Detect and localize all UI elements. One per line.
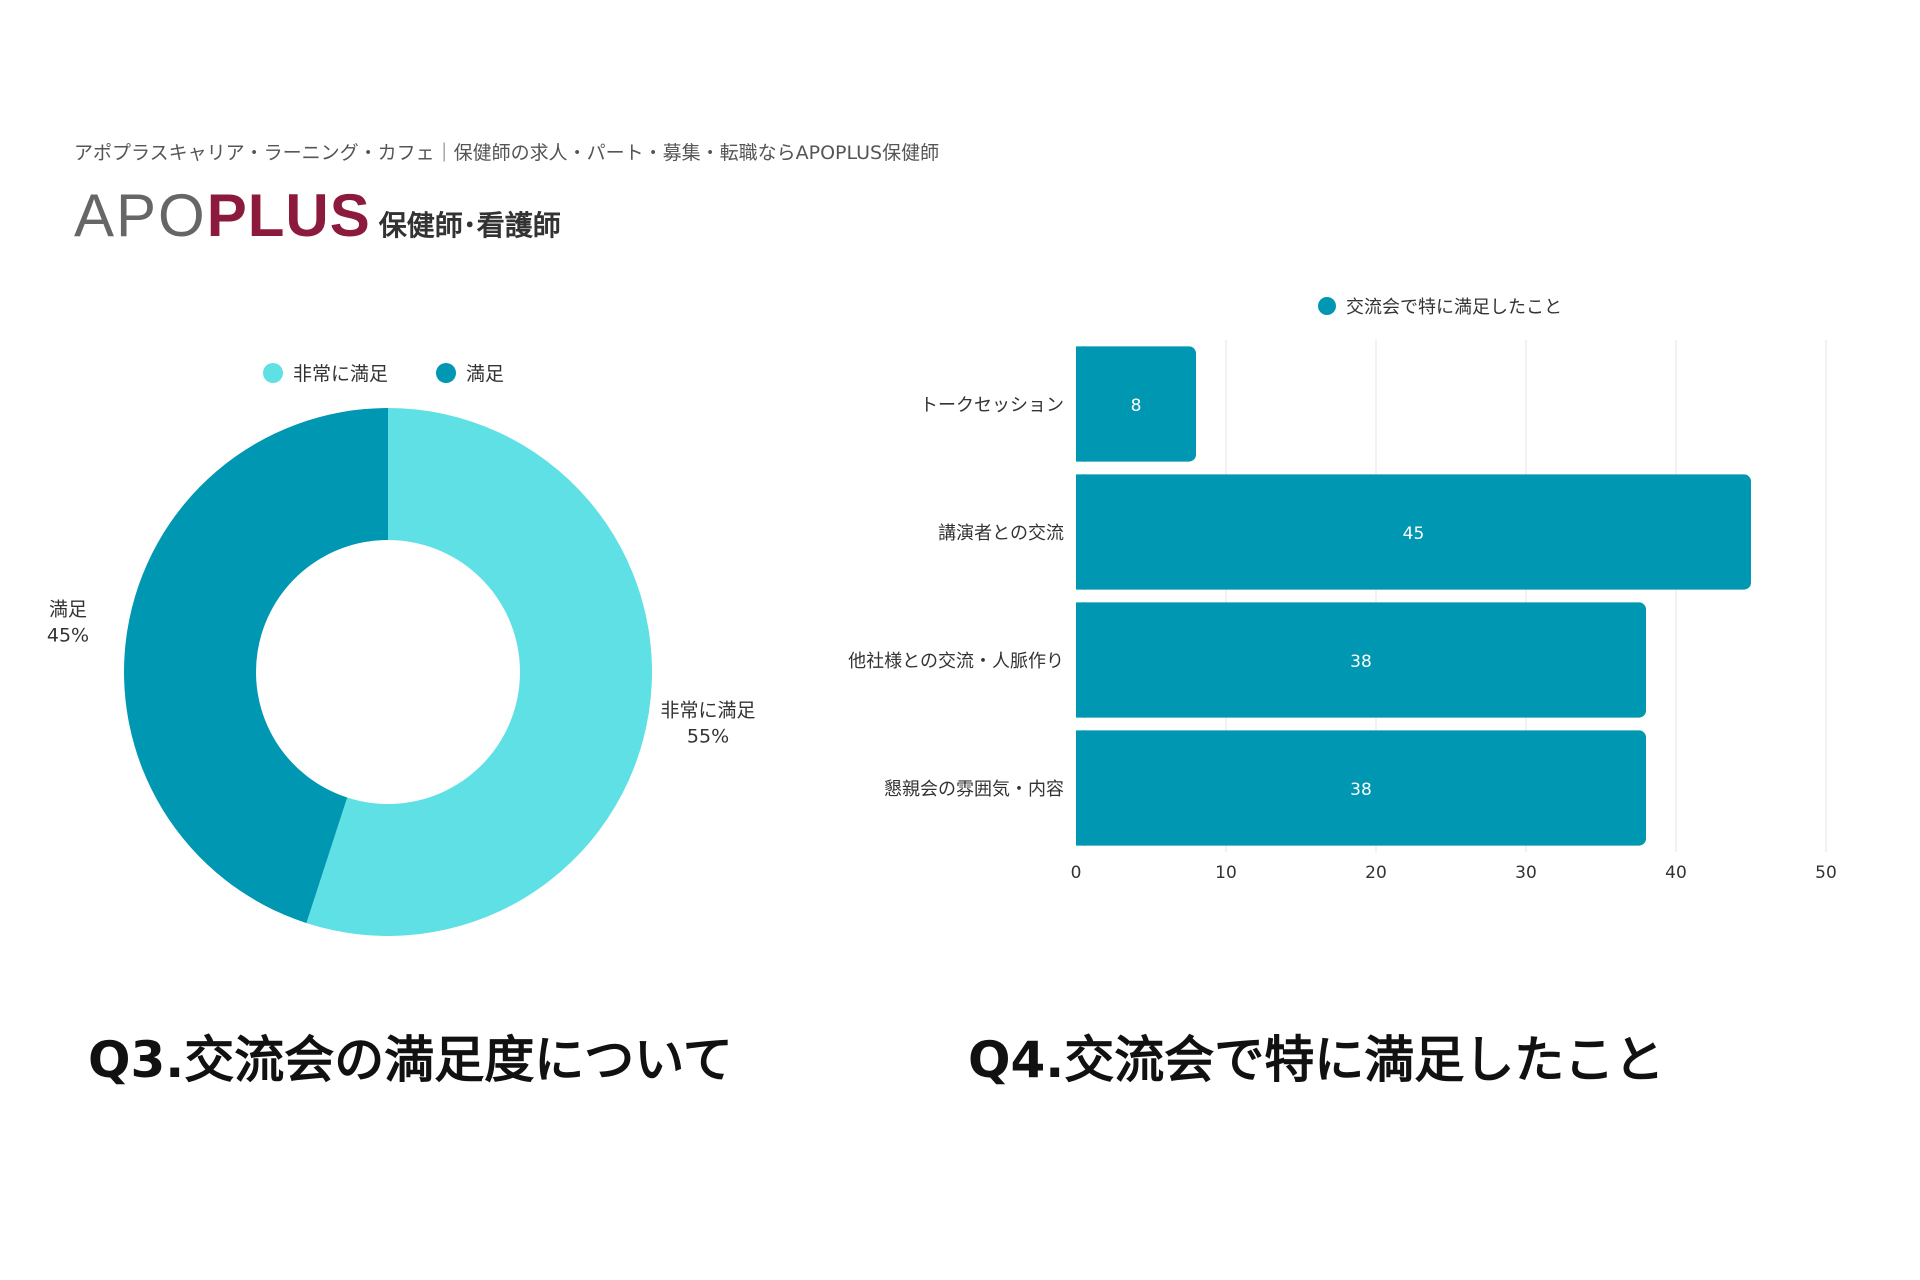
bar-xtick-50: 50 [1815, 863, 1837, 883]
bar-value-label-2: 38 [1350, 652, 1372, 672]
bar-xtick-20: 20 [1365, 863, 1387, 883]
bar-chart-title: Q4.交流会で特に満足したこと [968, 1031, 1665, 1089]
donut-legend-marker-1 [436, 363, 456, 383]
bar-category-label-2: 他社様との交流・人脈作り [848, 651, 1064, 672]
bar-3 [1076, 730, 1646, 846]
donut-legend-label-1: 満足 [466, 363, 504, 385]
bar-category-label-3: 懇親会の雰囲気・内容 [884, 779, 1064, 800]
bar-left-edge-3 [1076, 730, 1086, 846]
apoplus-logo: APO PLUS 保健師･看護師 [74, 186, 561, 246]
bar-category-label-1: 講演者との交流 [938, 523, 1064, 544]
bar-xtick-30: 30 [1515, 863, 1537, 883]
donut-label-percent-0: 55% [687, 726, 729, 748]
bar-left-edge-2 [1076, 602, 1086, 718]
donut-legend-marker-0 [263, 363, 283, 383]
bar-xtick-0: 0 [1071, 863, 1082, 883]
bar-value-label-1: 45 [1403, 524, 1425, 544]
logo-apo-text: APO [74, 182, 207, 249]
donut-chart-title: Q3.交流会の満足度について [88, 1031, 733, 1089]
bar-xtick-40: 40 [1665, 863, 1687, 883]
bar-left-edge-1 [1076, 474, 1086, 590]
donut-slice-0 [306, 408, 652, 937]
donut-label-category-1: 満足 [49, 598, 87, 620]
donut-slice-1 [123, 408, 388, 924]
bar-value-label-0: 8 [1131, 396, 1142, 416]
bar-legend-label: 交流会で特に満足したこと [1346, 297, 1562, 318]
site-title: アポプラスキャリア・ラーニング・カフェ｜保健師の求人・パート・募集・転職ならAP… [74, 142, 940, 164]
donut-label-percent-1: 45% [47, 624, 89, 646]
bar-0 [1076, 346, 1196, 462]
bar-value-label-3: 38 [1350, 780, 1372, 800]
bar-category-label-0: トークセッション [920, 395, 1064, 416]
donut-label-category-0: 非常に満足 [661, 700, 756, 722]
logo-subtitle: 保健師･看護師 [378, 209, 561, 242]
bar-left-edge-0 [1076, 346, 1086, 462]
bar-legend-marker [1318, 297, 1336, 315]
bar-xtick-10: 10 [1215, 863, 1237, 883]
donut-legend-label-0: 非常に満足 [293, 363, 388, 385]
bar-1 [1076, 474, 1751, 590]
bar-2 [1076, 602, 1646, 718]
logo-plus-text: PLUS [206, 182, 371, 249]
